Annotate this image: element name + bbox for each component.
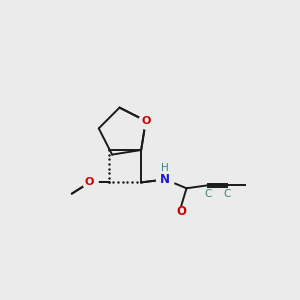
Text: O: O xyxy=(141,116,151,126)
Text: N: N xyxy=(160,173,170,186)
Text: C: C xyxy=(223,189,230,199)
Text: O: O xyxy=(85,177,94,188)
Text: O: O xyxy=(176,205,186,218)
Text: C: C xyxy=(204,189,212,199)
Text: H: H xyxy=(161,163,169,173)
